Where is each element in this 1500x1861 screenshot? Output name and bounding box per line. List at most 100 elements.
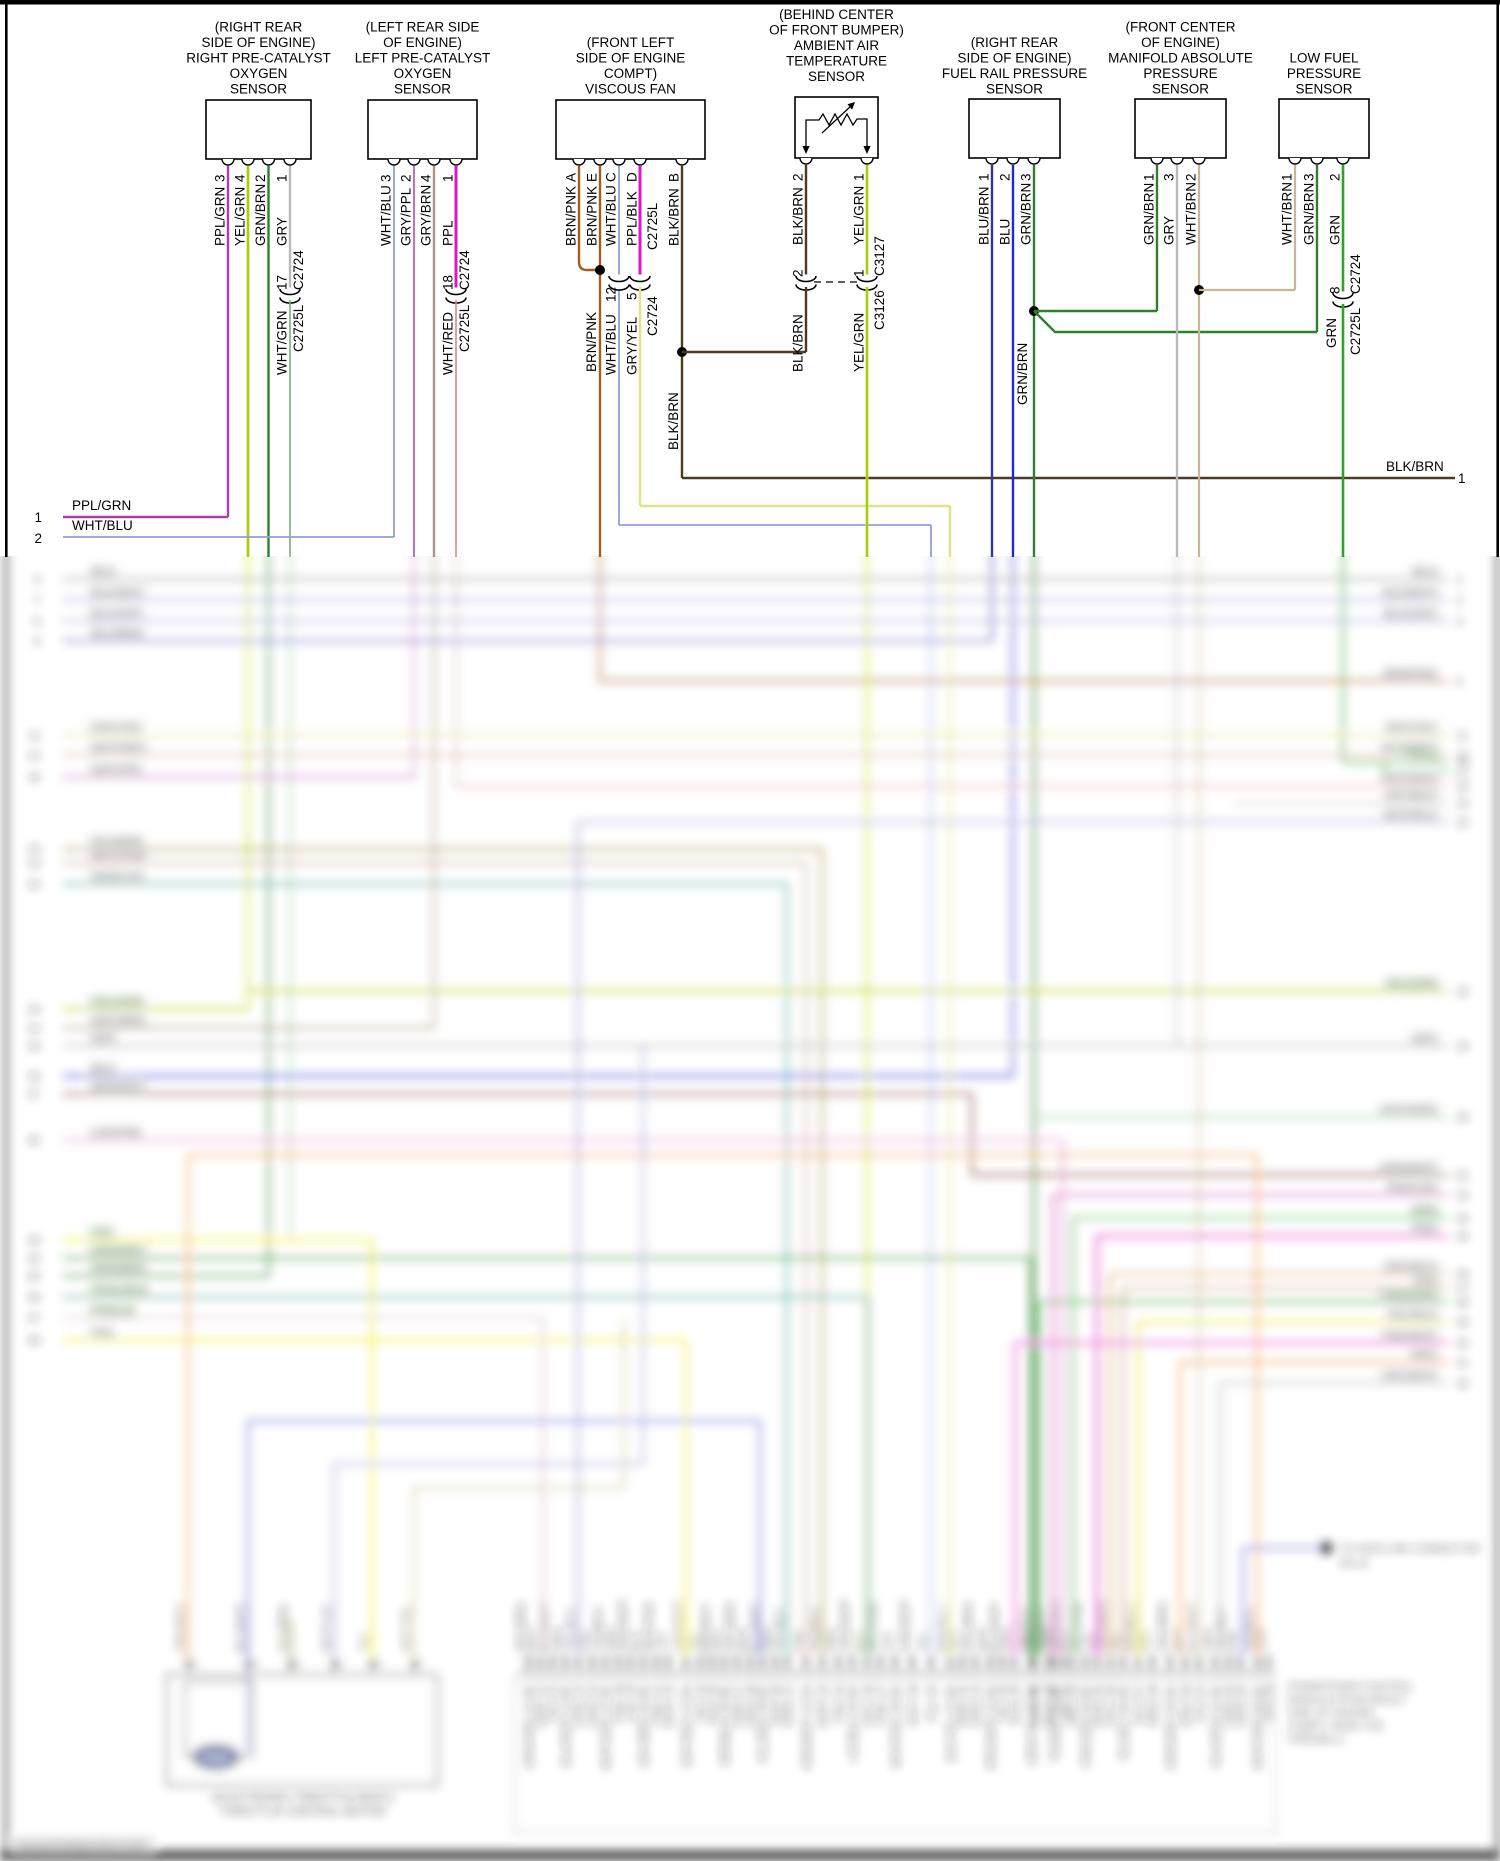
svg-text:SIDE OF ENGINE: SIDE OF ENGINE bbox=[576, 51, 686, 66]
svg-text:OXYGEN: OXYGEN bbox=[230, 66, 288, 81]
svg-text:8: 8 bbox=[34, 616, 40, 628]
svg-text:BLU/GRY: BLU/GRY bbox=[92, 607, 144, 621]
svg-text:BLU/ 30: BLU/ 30 bbox=[771, 1684, 783, 1724]
svg-text:GRN/BRN: GRN/BRN bbox=[1015, 343, 1030, 405]
svg-text:BLK/YEL 41 BX: BLK/YEL 41 BX bbox=[946, 1683, 958, 1761]
svg-text:14: 14 bbox=[28, 750, 40, 762]
svg-text:TEAL/BLK: TEAL/BLK bbox=[92, 1283, 148, 1297]
svg-text:ORG/ 28: ORG/ 28 bbox=[746, 1684, 758, 1727]
svg-text:GRN/ 43: GRN/ 43 bbox=[971, 1684, 983, 1727]
svg-text:ORG/BLK: ORG/BLK bbox=[176, 1602, 188, 1652]
svg-text:GRY: GRY bbox=[712, 1628, 724, 1652]
svg-text:POWERTRAIN CONTROL: POWERTRAIN CONTROL bbox=[1288, 1681, 1413, 1693]
svg-text:LAV: LAV bbox=[883, 1631, 895, 1652]
svg-text:YEL/GRN: YEL/GRN bbox=[233, 187, 248, 246]
svg-text:GRN/ 48: GRN/ 48 bbox=[1030, 1684, 1042, 1727]
svg-text:YEL/ 45: YEL/ 45 bbox=[998, 1684, 1010, 1723]
svg-text:BLK/ 57: BLK/ 57 bbox=[1134, 1684, 1146, 1723]
svg-text:GRY: GRY bbox=[1162, 216, 1177, 245]
svg-text:TAN/ 66: TAN/ 66 bbox=[1264, 1684, 1276, 1724]
svg-text:WHT/RED: WHT/RED bbox=[1380, 772, 1436, 786]
svg-text:YEL/BLK: YEL/BLK bbox=[775, 1607, 787, 1652]
svg-text:GRY: GRY bbox=[950, 1628, 962, 1652]
svg-text:2: 2 bbox=[791, 173, 806, 181]
svg-text:20: 20 bbox=[1456, 817, 1468, 829]
svg-text:GRN/ 27: GRN/ 27 bbox=[733, 1684, 745, 1727]
svg-text:SIDE OF ENGINE: SIDE OF ENGINE bbox=[1288, 1707, 1373, 1719]
svg-text:22: 22 bbox=[1456, 986, 1468, 998]
svg-text:LAV/PNK: LAV/PNK bbox=[92, 1126, 142, 1140]
svg-text:(ELECTRONIC THROTTLE BODY): (ELECTRONIC THROTTLE BODY) bbox=[212, 1792, 393, 1804]
svg-text:36: 36 bbox=[1456, 1269, 1468, 1281]
svg-text:ORG/WHT 44 BX: ORG/WHT 44 BX bbox=[986, 1683, 998, 1770]
svg-text:OF ENGINE): OF ENGINE) bbox=[383, 35, 462, 50]
svg-text:BRN/BLU: BRN/BLU bbox=[1126, 1604, 1138, 1652]
svg-text:5: 5 bbox=[625, 292, 640, 300]
svg-text:(BEHIND CENTER: (BEHIND CENTER bbox=[779, 7, 894, 22]
svg-text:PNK/GRN 53 BX: PNK/GRN 53 BX bbox=[1081, 1683, 1093, 1767]
svg-text:BRN/ 58: BRN/ 58 bbox=[1148, 1684, 1160, 1726]
svg-text:2: 2 bbox=[399, 174, 414, 182]
svg-text:YEL: YEL bbox=[688, 1631, 700, 1652]
svg-text:4: 4 bbox=[419, 174, 434, 182]
svg-text:BRN/PNK: BRN/PNK bbox=[584, 312, 599, 372]
svg-text:YEL/BLK: YEL/BLK bbox=[1019, 1607, 1031, 1652]
svg-text:BLK/BRN: BLK/BRN bbox=[1386, 459, 1444, 474]
svg-text:YEL/GRN: YEL/GRN bbox=[1383, 977, 1436, 991]
svg-text:GRN/YEL 47 BX: GRN/YEL 47 BX bbox=[1027, 1683, 1039, 1765]
svg-text:GRY/BRN: GRY/BRN bbox=[419, 185, 434, 246]
svg-text:12: 12 bbox=[1456, 750, 1468, 762]
svg-text:OLV/BRN: OLV/BRN bbox=[92, 835, 144, 849]
svg-text:YEL/ 40: YEL/ 40 bbox=[927, 1684, 939, 1723]
svg-text:C2724: C2724 bbox=[1348, 254, 1363, 294]
svg-text:WHT/GRN 65 BX: WHT/GRN 65 BX bbox=[1253, 1683, 1265, 1769]
svg-text:3: 3 bbox=[213, 174, 228, 182]
svg-text:(FRONT LEFT: (FRONT LEFT bbox=[587, 35, 675, 50]
svg-text:DKB/LGN: DKB/LGN bbox=[92, 870, 145, 884]
svg-text:C3126: C3126 bbox=[872, 290, 887, 330]
svg-text:GRN/ 15: GRN/ 15 bbox=[574, 1684, 586, 1727]
svg-text:1: 1 bbox=[1280, 173, 1295, 181]
svg-text:3: 3 bbox=[1302, 173, 1317, 181]
svg-text:SIDE OF ENGINE): SIDE OF ENGINE) bbox=[957, 51, 1071, 66]
svg-text:GRY/BRN: GRY/BRN bbox=[516, 1602, 528, 1652]
svg-text:SENSOR: SENSOR bbox=[1152, 82, 1209, 97]
svg-text:WHT/PNK: WHT/PNK bbox=[644, 1601, 656, 1652]
svg-text:SENSOR: SENSOR bbox=[808, 69, 865, 84]
svg-text:GRN: GRN bbox=[826, 1628, 838, 1653]
svg-text:PNK/ 37: PNK/ 37 bbox=[876, 1684, 888, 1725]
svg-text:15: 15 bbox=[28, 772, 40, 784]
svg-text:GRY/BRN: GRY/BRN bbox=[1158, 1602, 1170, 1652]
svg-text:GRY/YEL: GRY/YEL bbox=[1384, 721, 1436, 735]
svg-text:WHT/PNK 38 BX: WHT/PNK 38 BX bbox=[891, 1683, 903, 1767]
svg-text:2: 2 bbox=[1184, 173, 1199, 181]
svg-text:GRN: GRN bbox=[1002, 1628, 1014, 1653]
svg-text:ORG/WHT: ORG/WHT bbox=[618, 1599, 630, 1652]
svg-text:BLU/WHT: BLU/WHT bbox=[990, 1602, 1002, 1652]
svg-text:BLU/WHT: BLU/WHT bbox=[540, 1602, 552, 1652]
svg-text:VISCOUS FAN: VISCOUS FAN bbox=[585, 82, 676, 97]
svg-text:BLK: BLK bbox=[631, 1631, 643, 1652]
svg-text:BRN/BLU 26 BX: BRN/BLU 26 BX bbox=[720, 1683, 732, 1764]
svg-text:MODULE (PCM) (RIGHT: MODULE (PCM) (RIGHT bbox=[1288, 1694, 1406, 1706]
svg-text:OF ENGINE): OF ENGINE) bbox=[1141, 35, 1220, 50]
svg-text:18: 18 bbox=[1456, 781, 1468, 793]
svg-text:3: 3 bbox=[34, 574, 40, 586]
svg-text:YEL/GRN: YEL/GRN bbox=[92, 995, 145, 1009]
svg-text:2: 2 bbox=[192, 1660, 198, 1671]
svg-text:TAN/ 18: TAN/ 18 bbox=[614, 1684, 626, 1724]
svg-text:PNK/ 21: PNK/ 21 bbox=[652, 1684, 664, 1725]
svg-text:C2725L: C2725L bbox=[1348, 307, 1363, 355]
svg-text:GRN/ORG: GRN/ORG bbox=[1379, 1288, 1436, 1302]
svg-text:GRN: GRN bbox=[1203, 1628, 1215, 1653]
svg-text:GRN/BRN: GRN/BRN bbox=[253, 184, 268, 246]
svg-text:TAN/BLK: TAN/BLK bbox=[1245, 1606, 1257, 1652]
svg-text:WHT/ 22: WHT/ 22 bbox=[664, 1684, 676, 1727]
svg-text:C: C bbox=[604, 172, 619, 182]
svg-text:GRN/WHT: GRN/WHT bbox=[92, 1244, 150, 1258]
svg-text:GRN/BRN: GRN/BRN bbox=[1302, 183, 1317, 245]
svg-text:PRESSURE: PRESSURE bbox=[1287, 66, 1361, 81]
svg-text:5: 5 bbox=[338, 1660, 344, 1671]
svg-text:LAV/ 51: LAV/ 51 bbox=[1059, 1684, 1071, 1722]
svg-text:31: 31 bbox=[1456, 1170, 1468, 1182]
